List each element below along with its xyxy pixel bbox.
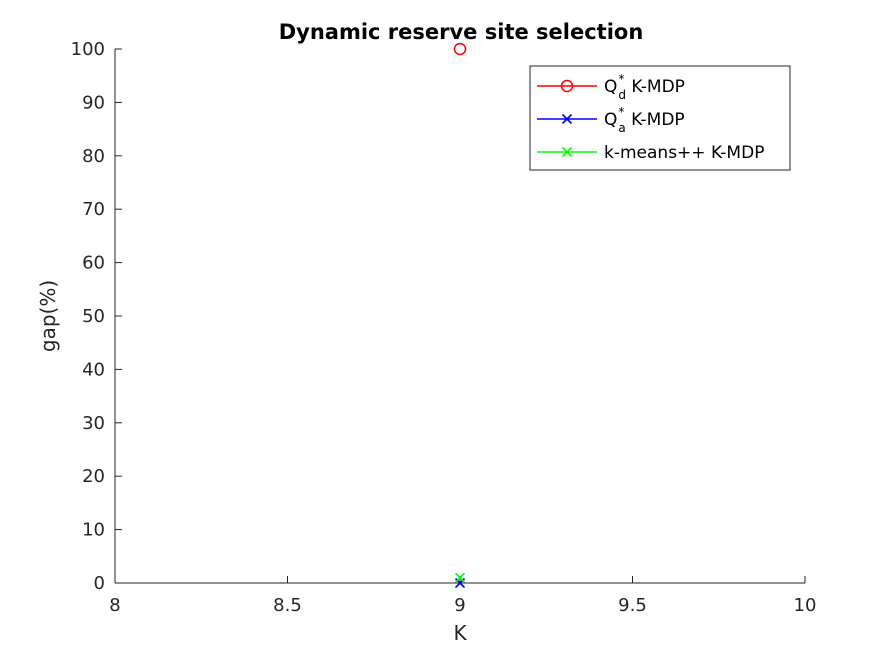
y-tick-label: 50	[82, 306, 105, 327]
y-tick-label: 0	[94, 573, 105, 594]
legend-label-km: k-means++ K-MDP	[604, 143, 764, 163]
y-tick-label: 90	[82, 92, 105, 113]
data-point-km	[454, 572, 466, 583]
y-tick-label: 30	[82, 413, 105, 434]
x-axis-label: K	[453, 621, 467, 645]
x-axis-ticks: 8 8.5 9 9.5 10	[109, 576, 816, 616]
y-tick-label: 100	[71, 39, 105, 60]
y-tick-label: 80	[82, 146, 105, 167]
y-tick-label: 60	[82, 253, 105, 274]
legend-marker-qa	[561, 113, 573, 125]
x-tick-label: 10	[794, 595, 817, 616]
legend-marker-qd	[560, 79, 574, 93]
x-tick-label: 8	[109, 595, 120, 616]
y-axis-ticks: 0 10 20 30 40 50 60 70 80 90 100	[71, 39, 122, 594]
data-point-qd	[453, 42, 467, 56]
chart-title: Dynamic reserve site selection	[279, 20, 644, 44]
legend-marker-km	[561, 146, 573, 158]
y-tick-label: 70	[82, 199, 105, 220]
x-tick-label: 9	[454, 595, 465, 616]
y-axis-label: gap(%)	[36, 280, 60, 352]
y-tick-label: 10	[82, 520, 105, 541]
x-tick-label: 8.5	[273, 595, 302, 616]
y-tick-label: 40	[82, 359, 105, 380]
x-tick-label: 9.5	[618, 595, 647, 616]
data-marks	[453, 42, 467, 589]
y-tick-label: 20	[82, 466, 105, 487]
